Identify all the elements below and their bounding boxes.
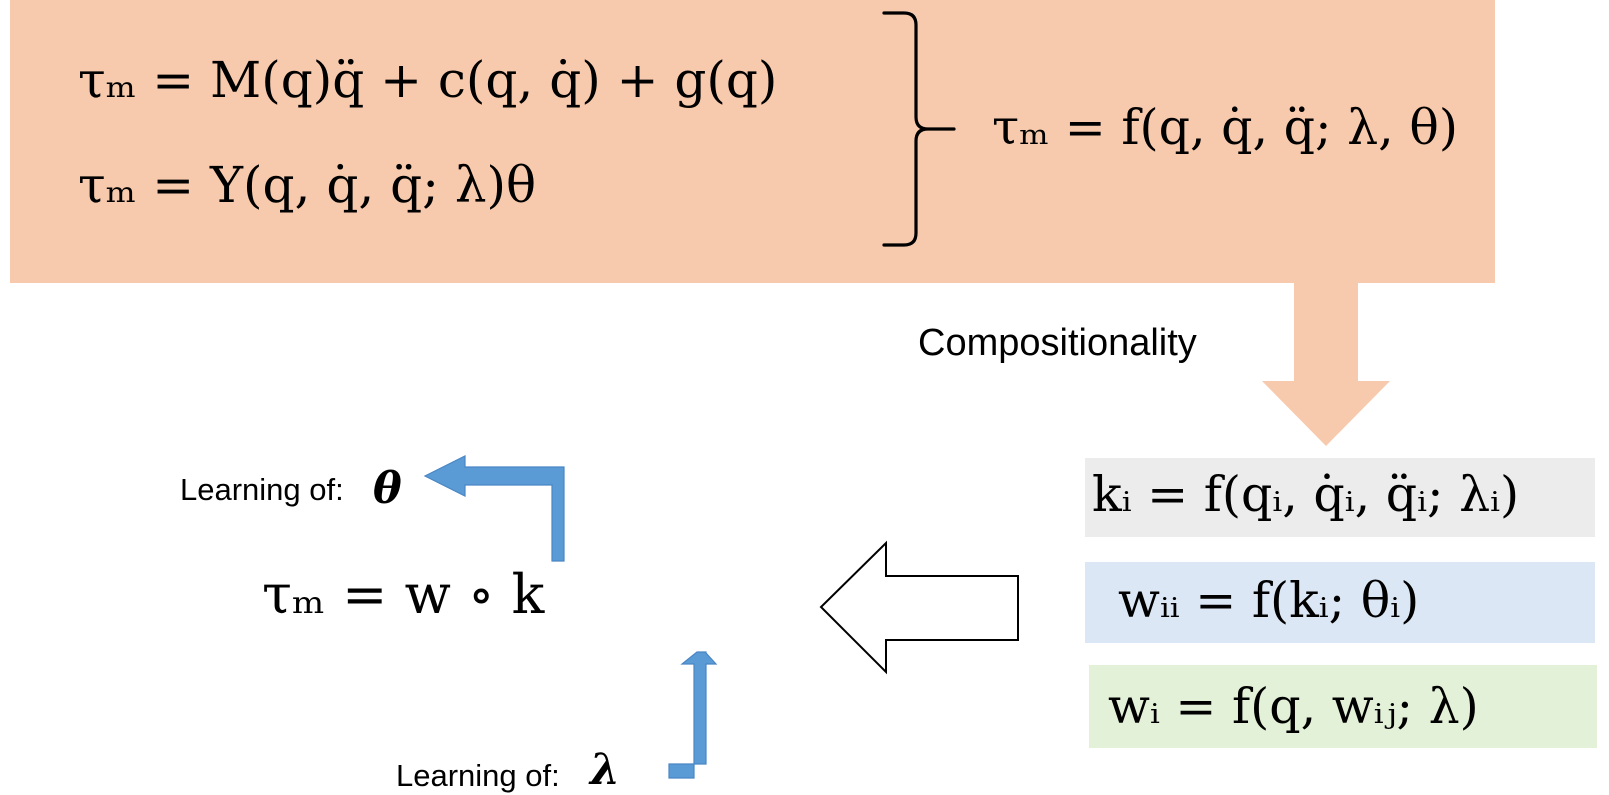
left-arrow-icon <box>819 540 1019 675</box>
wii-equation: wᵢᵢ = f(kᵢ; θᵢ) <box>1118 576 1419 625</box>
top-equation-1: τₘ = M(q)q̈ + c(q, q̇) + g(q) <box>78 55 777 105</box>
k-equation: kᵢ = f(qᵢ, q̇ᵢ, q̈ᵢ; λᵢ) <box>1092 470 1519 519</box>
down-arrow-icon <box>1262 283 1390 446</box>
wii-equation-box <box>1085 562 1595 643</box>
top-equation-1-text: τₘ = M(q)q̈ + c(q, q̇) + g(q) <box>78 51 778 109</box>
compositionality-label: Compositionality <box>918 322 1197 364</box>
top-equation-3-text: τₘ = f(q, q̇, q̈; λ, θ) <box>992 99 1458 156</box>
wi-equation-box <box>1089 665 1597 748</box>
lambda-symbol: λ <box>590 745 621 795</box>
wi-equation-text: wᵢ = f(q, wᵢⱼ; λ) <box>1108 678 1479 735</box>
top-equation-2-text: τₘ = Y(q, q̇, q̈; λ)θ <box>78 156 537 214</box>
k-equation-text: kᵢ = f(qᵢ, q̇ᵢ, q̈ᵢ; λᵢ) <box>1092 466 1520 523</box>
main-equation: τₘ = w ∘ k <box>262 568 544 622</box>
right-brace-icon <box>882 11 956 247</box>
learning-theta-label: Learning of: <box>180 472 344 507</box>
theta-symbol: θ <box>373 464 402 514</box>
lambda-elbow-arrow-icon <box>668 651 718 779</box>
top-equation-2: τₘ = Y(q, q̇, q̈; λ)θ <box>78 160 536 210</box>
wii-equation-text: wᵢᵢ = f(kᵢ; θᵢ) <box>1118 572 1420 629</box>
k-equation-box <box>1085 458 1595 537</box>
top-equation-3: τₘ = f(q, q̇, q̈; λ, θ) <box>992 103 1458 152</box>
top-equation-panel <box>10 0 1495 283</box>
wi-equation: wᵢ = f(q, wᵢⱼ; λ) <box>1108 682 1479 731</box>
theta-elbow-arrow-icon <box>423 455 565 562</box>
learning-lambda-label: Learning of: <box>396 758 560 793</box>
main-equation-text: τₘ = w ∘ k <box>262 563 545 626</box>
